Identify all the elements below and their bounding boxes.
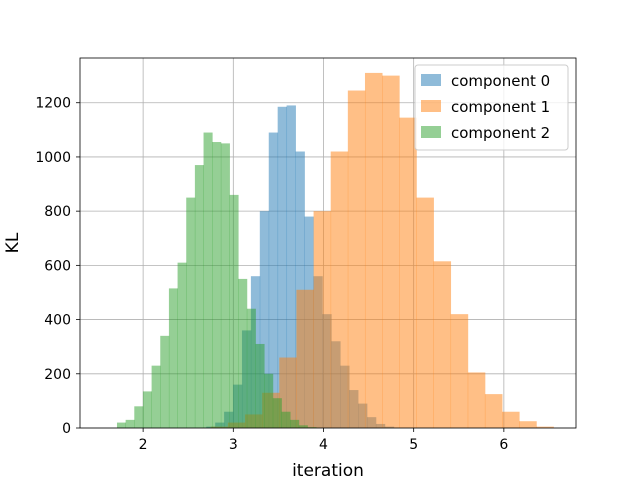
histogram-bar — [134, 406, 144, 428]
histogram-bar — [286, 105, 296, 428]
y-tick-label: 600 — [44, 258, 71, 274]
histogram-bars — [116, 72, 554, 429]
y-tick-label: 1200 — [35, 96, 71, 112]
histogram-bar — [220, 143, 230, 428]
histogram-bar — [168, 288, 178, 428]
histogram-bar — [177, 262, 187, 428]
legend-label-1: component 1 — [451, 98, 550, 116]
legend-swatch-1 — [421, 100, 441, 112]
y-axis-ticks: 0 200 400 600 800 1000 1200 — [35, 96, 80, 437]
histogram-bar — [307, 427, 317, 428]
series-2-bars — [116, 132, 317, 429]
histogram-bar — [296, 289, 314, 428]
legend-swatch-2 — [421, 126, 441, 138]
histogram-bar — [433, 261, 452, 428]
x-axis-ticks: 2 3 4 5 6 — [139, 428, 508, 453]
histogram-bar — [399, 117, 417, 428]
legend-label-2: component 2 — [451, 124, 550, 142]
x-tick-label: 6 — [499, 437, 508, 453]
histogram-bar — [272, 398, 282, 428]
histogram-bar — [116, 422, 127, 428]
plot-frame — [79, 57, 577, 429]
histogram-bar — [502, 411, 520, 428]
histogram-bar — [160, 335, 170, 428]
histogram-bar — [212, 142, 222, 428]
histogram-bar — [142, 391, 153, 428]
histogram-bar — [186, 197, 196, 428]
histogram-bar — [450, 314, 469, 428]
y-tick-label: 400 — [44, 313, 71, 329]
x-tick-label: 2 — [139, 437, 148, 453]
histogram-bar — [364, 72, 383, 429]
histogram-bar — [382, 75, 400, 428]
histogram-bar — [298, 425, 308, 428]
legend-swatch-0 — [421, 74, 441, 86]
x-tick-label: 5 — [409, 437, 418, 453]
legend: component 0 component 1 component 2 — [414, 64, 569, 151]
histogram-bar — [279, 357, 297, 428]
histogram-bar — [246, 308, 256, 428]
legend-entry-1: component 1 — [421, 98, 550, 116]
legend-box — [414, 64, 569, 151]
y-tick-label: 0 — [62, 421, 71, 437]
histogram-bar — [151, 365, 161, 428]
histogram-bar — [203, 132, 213, 429]
histogram-bar — [416, 197, 434, 428]
y-tick-label: 200 — [44, 367, 71, 383]
histogram-bar — [259, 211, 270, 428]
legend-entry-0: component 0 — [421, 72, 550, 90]
y-tick-label: 1000 — [35, 150, 71, 166]
histogram-bar — [313, 211, 332, 428]
histogram-bar — [229, 194, 239, 428]
histogram-bar — [347, 90, 366, 429]
histogram-bar — [194, 165, 204, 429]
legend-label-0: component 0 — [451, 72, 550, 90]
histogram-bar — [484, 394, 503, 428]
histogram-bar — [264, 373, 274, 428]
histogram-bar — [281, 411, 291, 428]
y-tick-label: 800 — [44, 204, 71, 220]
histogram-bar — [255, 343, 265, 428]
histogram-bar — [125, 419, 135, 428]
legend-entry-2: component 2 — [421, 124, 550, 142]
histogram-bar — [268, 132, 279, 429]
histogram-bar — [536, 426, 554, 428]
histogram-bar — [519, 421, 537, 428]
x-tick-label: 4 — [319, 437, 328, 453]
histogram-bar — [238, 278, 248, 428]
x-tick-label: 3 — [229, 437, 238, 453]
histogram-bar — [467, 372, 486, 428]
histogram-bar — [277, 106, 288, 429]
histogram-bar — [290, 419, 300, 428]
histogram-bar — [330, 151, 349, 428]
y-axis-label: KL — [3, 232, 23, 253]
x-axis-label: iteration — [292, 461, 364, 480]
